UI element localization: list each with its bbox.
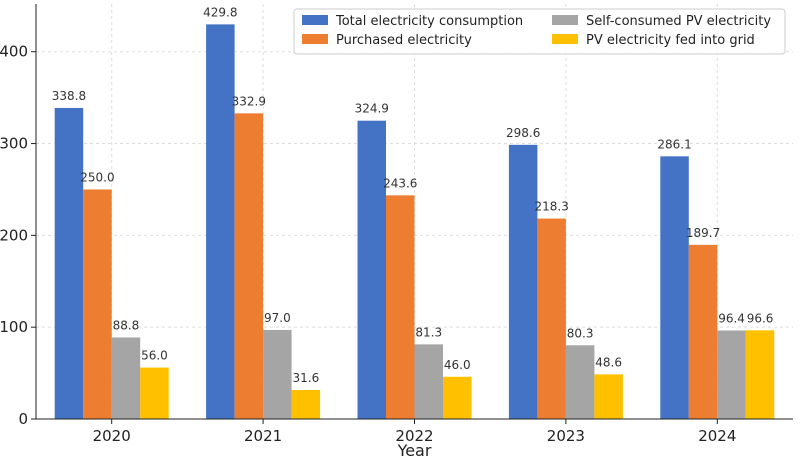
legend-swatch (302, 34, 328, 44)
data-label: 243.6 (383, 176, 417, 190)
bar (263, 329, 292, 419)
bar (111, 337, 141, 419)
y-tick-label: 300 (0, 135, 28, 153)
y-tick-label: 400 (0, 43, 28, 61)
data-label: 81.3 (415, 325, 442, 339)
axes: 0 100 200 300 400 2020 2021 2022 2023 2024 (0, 4, 793, 445)
x-tick-label: 2023 (547, 427, 585, 445)
legend-box (293, 8, 786, 55)
bar (537, 218, 566, 419)
data-label: 48.6 (595, 355, 622, 369)
data-label: 189.7 (686, 226, 720, 240)
data-label: 97.0 (264, 311, 291, 325)
x-tick-label: 2022 (395, 427, 433, 445)
bar (291, 389, 321, 419)
bar (386, 195, 415, 419)
data-label: 218.3 (534, 200, 568, 214)
legend-swatch (552, 34, 578, 44)
data-label: 80.3 (567, 326, 594, 340)
data-label: 31.6 (292, 371, 319, 385)
data-label: 56.0 (141, 349, 168, 363)
data-label: 324.9 (355, 102, 389, 116)
x-axis-title: Year (397, 441, 432, 460)
y-tick-label: 200 (0, 226, 28, 244)
y-tick-label: 0 (18, 410, 28, 428)
data-label: 298.6 (506, 126, 540, 140)
bar (688, 244, 718, 419)
bar (508, 144, 538, 419)
legend-label: Total electricity consumption (335, 14, 523, 29)
x-tick-label: 2024 (698, 427, 736, 445)
legend-label: Purchased electricity (336, 33, 472, 48)
data-label: 332.9 (232, 94, 266, 108)
data-labels: 338.8 429.8 324.9 298.6 286.1 250.0 332.9 243.6… (52, 5, 774, 385)
bar (206, 24, 235, 419)
bar (745, 330, 775, 419)
bar (357, 120, 386, 419)
y-tick-label: 100 (0, 318, 28, 336)
bars (54, 24, 775, 420)
bar (443, 376, 472, 419)
data-label: 96.6 (747, 311, 774, 325)
bar (565, 345, 595, 419)
x-tick-label: 2020 (93, 427, 131, 445)
bar (234, 113, 264, 420)
legend-swatch (552, 15, 578, 25)
data-label: 88.8 (113, 318, 140, 332)
legend-swatch (302, 15, 328, 25)
data-label: 250.0 (80, 170, 114, 184)
bar (660, 156, 689, 419)
legend: Total electricity consumption Purchased e… (293, 8, 786, 55)
data-label: 429.8 (203, 5, 237, 19)
legend-label: PV electricity fed into grid (586, 33, 755, 48)
bar (594, 374, 623, 419)
legend-label: Self-consumed PV electricity (586, 14, 771, 29)
x-tick-label: 2021 (244, 427, 282, 445)
data-label: 338.8 (52, 89, 86, 103)
bar (54, 107, 84, 420)
data-label: 96.4 (718, 311, 745, 325)
bar (140, 367, 169, 419)
data-label: 46.0 (444, 358, 471, 372)
data-label: 286.1 (657, 137, 691, 151)
bar (414, 344, 443, 419)
bar (83, 189, 112, 419)
bar (717, 330, 746, 419)
